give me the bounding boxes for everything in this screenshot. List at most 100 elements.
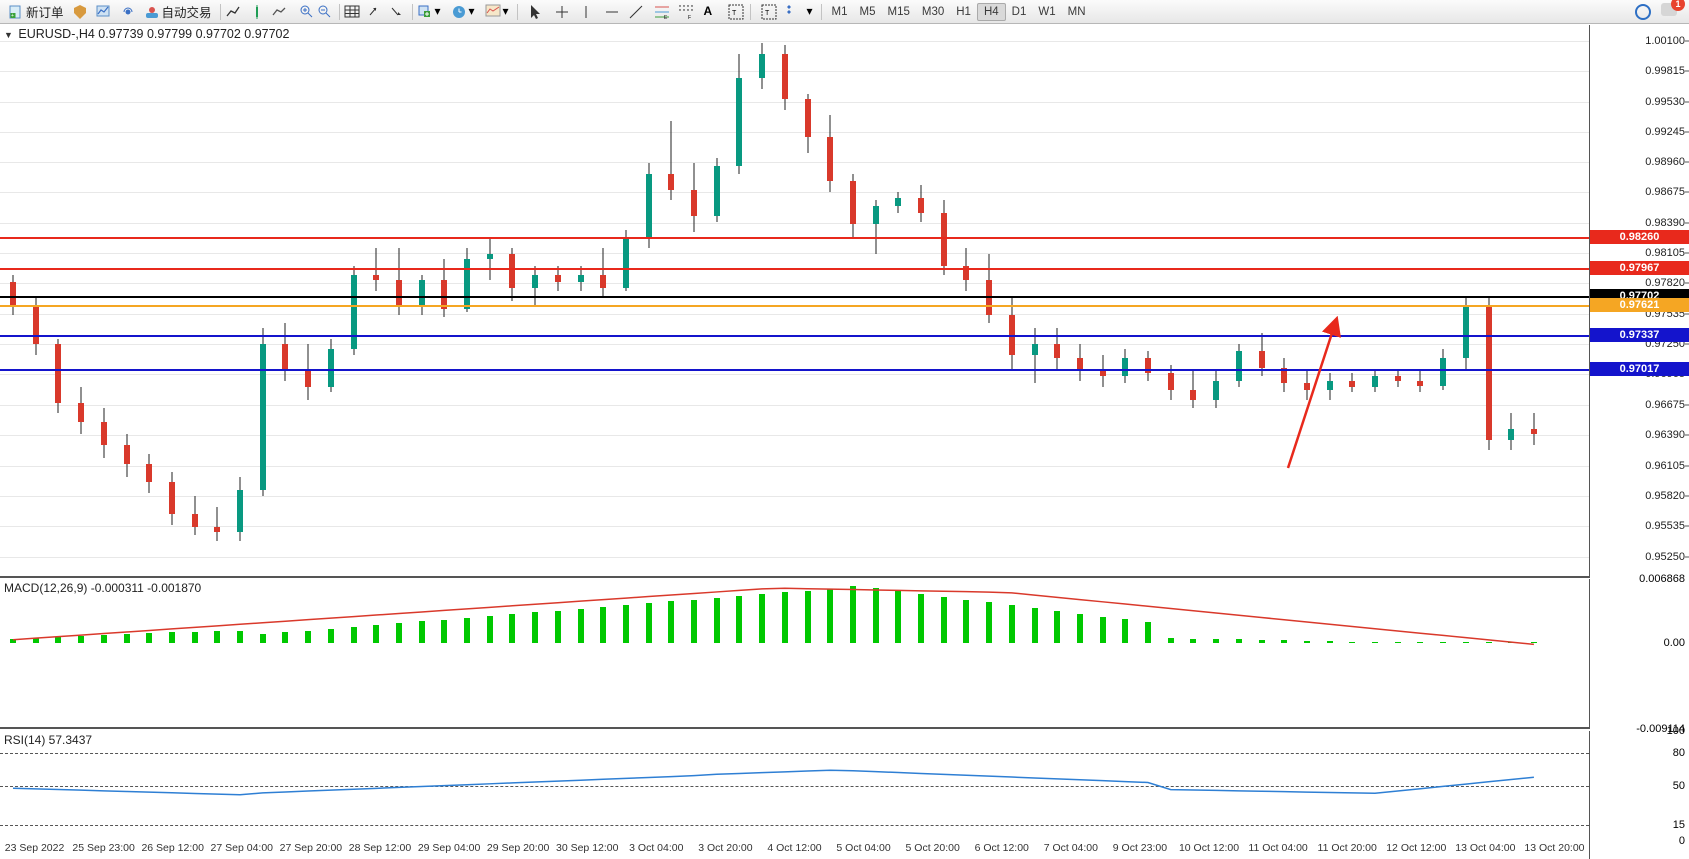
arrange-windows-icon[interactable] — [390, 4, 406, 20]
date-axis-label[interactable]: 27 Sep 04:00 — [211, 842, 273, 854]
price-tick-label[interactable]: 0.99245 — [1645, 126, 1685, 138]
rsi-chart-panel[interactable]: RSI(14) 57.3437 — [0, 731, 1589, 841]
price-level-badge[interactable]: 0.98260 — [1590, 230, 1689, 244]
date-axis-label[interactable]: 13 Oct 04:00 — [1455, 842, 1515, 854]
price-level-badge[interactable]: 0.97967 — [1590, 261, 1689, 275]
date-axis-label[interactable]: 11 Oct 20:00 — [1318, 842, 1377, 854]
crosshair-icon[interactable] — [554, 4, 570, 20]
date-axis-label[interactable]: 29 Sep 20:00 — [487, 842, 549, 854]
date-axis-label[interactable]: 5 Oct 04:00 — [836, 842, 890, 854]
price-tick-label[interactable]: 0.95820 — [1645, 490, 1685, 502]
zoom-out-icon[interactable] — [317, 4, 333, 20]
search-icon[interactable] — [1635, 4, 1651, 20]
zoom-in-icon[interactable] — [299, 4, 315, 20]
price-tick-label[interactable]: 0.98105 — [1645, 247, 1685, 259]
date-axis-label[interactable]: 5 Oct 20:00 — [906, 842, 960, 854]
rsi-tick-label[interactable]: 15 — [1673, 819, 1685, 831]
price-tick-label[interactable]: 0.99815 — [1645, 65, 1685, 77]
price-level-line[interactable] — [0, 369, 1589, 371]
shield-icon[interactable] — [72, 4, 88, 20]
price-tick-label[interactable]: 0.98960 — [1645, 156, 1685, 168]
cloud-chart-icon[interactable] — [96, 4, 112, 20]
date-axis-label[interactable]: 9 Oct 23:00 — [1113, 842, 1167, 854]
date-axis-label[interactable]: 29 Sep 04:00 — [418, 842, 480, 854]
date-axis-label[interactable]: 3 Oct 04:00 — [629, 842, 683, 854]
macd-chart-panel[interactable]: MACD(12,26,9) -0.000311 -0.001870 — [0, 579, 1589, 729]
auto-trading-icon[interactable]: 自动交易 — [140, 1, 216, 23]
date-axis-label[interactable]: 30 Sep 12:00 — [556, 842, 618, 854]
date-axis-label[interactable]: 3 Oct 20:00 — [698, 842, 752, 854]
timeframe-w1[interactable]: W1 — [1032, 4, 1061, 20]
fibonacci-icon[interactable]: E — [654, 4, 670, 20]
price-tick-label[interactable]: 0.96105 — [1645, 460, 1685, 472]
vertical-line-icon[interactable] — [578, 4, 594, 20]
horizontal-line-icon[interactable] — [604, 4, 620, 20]
chart-trend-icon[interactable] — [225, 4, 241, 20]
new-chart-window-icon[interactable] — [368, 4, 384, 20]
price-tick-label[interactable]: 0.97820 — [1645, 277, 1685, 289]
rsi-axis-scale[interactable]: 100 80 50 15 0 — [1589, 731, 1689, 841]
timeframe-h1[interactable]: H1 — [950, 4, 977, 20]
date-axis-label[interactable]: 11 Oct 04:00 — [1248, 842, 1307, 854]
macd-tick-label[interactable]: 0.00 — [1664, 637, 1685, 649]
price-level-line[interactable] — [0, 296, 1589, 298]
date-axis-label[interactable]: 10 Oct 12:00 — [1179, 842, 1239, 854]
price-tick-label[interactable]: 0.96675 — [1645, 399, 1685, 411]
timeframe-d1[interactable]: D1 — [1006, 4, 1033, 20]
date-axis-label[interactable]: 23 Sep 2022 — [5, 842, 65, 854]
price-axis-scale[interactable]: 1.00100 0.99815 0.99530 0.99245 0.98960 0.986… — [1589, 25, 1689, 578]
price-tick-label[interactable]: 0.99530 — [1645, 96, 1685, 108]
rsi-line-chart[interactable] — [0, 731, 1589, 841]
timeframe-m30[interactable]: M30 — [916, 4, 950, 20]
price-tick-label[interactable]: 1.00100 — [1645, 35, 1685, 47]
collapse-arrow-icon[interactable]: ▼ — [4, 30, 13, 40]
rsi-tick-label[interactable]: 80 — [1673, 747, 1685, 759]
rsi-tick-label[interactable]: 100 — [1667, 725, 1685, 737]
price-level-badge[interactable]: 0.97337 — [1590, 328, 1689, 342]
price-tick-label[interactable]: 0.98675 — [1645, 186, 1685, 198]
text-format-icon[interactable]: T — [761, 4, 777, 20]
price-tick-label[interactable]: 0.95250 — [1645, 551, 1685, 563]
timeframe-m1[interactable]: M1 — [826, 4, 854, 20]
macd-axis-scale[interactable]: 0.006868 0.00 -0.009114 — [1589, 579, 1689, 729]
timeframe-m15[interactable]: M15 — [882, 4, 916, 20]
price-level-badge[interactable]: 0.97621 — [1590, 298, 1689, 312]
mini-chart-icon[interactable] — [485, 4, 501, 20]
candlestick-chart-icon[interactable] — [249, 4, 265, 20]
price-level-line[interactable] — [0, 335, 1589, 337]
date-axis-label[interactable]: 28 Sep 12:00 — [349, 842, 411, 854]
date-axis-label[interactable]: 26 Sep 12:00 — [141, 842, 203, 854]
new-order-icon[interactable]: + 新订单 — [4, 1, 68, 23]
notifications-icon[interactable]: 1 — [1661, 3, 1679, 21]
macd-tick-label[interactable]: 0.006868 — [1639, 573, 1685, 585]
signal-icon[interactable] — [120, 4, 136, 20]
dropdown-arrow-2[interactable]: ▾ — [469, 4, 477, 20]
price-tick-label[interactable]: 0.98390 — [1645, 217, 1685, 229]
date-axis-label[interactable]: 6 Oct 12:00 — [975, 842, 1029, 854]
object-list-icon[interactable] — [785, 4, 801, 20]
price-level-line[interactable] — [0, 237, 1589, 239]
date-axis-container[interactable]: 23 Sep 2022 25 Sep 23:00 26 Sep 12:00 27 Se… — [0, 840, 1589, 859]
dropdown-arrow-3[interactable]: ▾ — [503, 4, 511, 20]
timeframe-m5[interactable]: M5 — [854, 4, 882, 20]
date-axis-label[interactable]: 27 Sep 20:00 — [280, 842, 342, 854]
date-axis-label[interactable]: 12 Oct 12:00 — [1386, 842, 1446, 854]
trend-line-icon[interactable] — [628, 4, 644, 20]
text-box-tool-icon[interactable]: T — [728, 4, 744, 20]
price-chart-panel[interactable]: ▼ EURUSD-,H4 0.97739 0.97799 0.97702 0.9… — [0, 25, 1589, 578]
cursor-arrow-icon[interactable] — [528, 4, 544, 20]
dotted-pattern-icon[interactable]: F — [678, 4, 694, 20]
text-tool-icon[interactable]: A — [704, 4, 720, 20]
price-tick-label[interactable]: 0.95535 — [1645, 520, 1685, 532]
timeframe-mn[interactable]: MN — [1062, 4, 1092, 20]
clock-icon[interactable] — [451, 4, 467, 20]
price-level-line[interactable] — [0, 305, 1589, 307]
timeframe-h4[interactable]: H4 — [977, 3, 1006, 21]
date-axis-label[interactable]: 7 Oct 04:00 — [1044, 842, 1098, 854]
price-tick-label[interactable]: 0.96390 — [1645, 429, 1685, 441]
dropdown-arrow-4[interactable]: ▾ — [807, 4, 815, 20]
grid-table-icon[interactable] — [344, 4, 360, 20]
date-axis-label[interactable]: 4 Oct 12:00 — [767, 842, 821, 854]
line-chart-icon[interactable] — [271, 4, 287, 20]
date-axis-label[interactable]: 25 Sep 23:00 — [72, 842, 134, 854]
